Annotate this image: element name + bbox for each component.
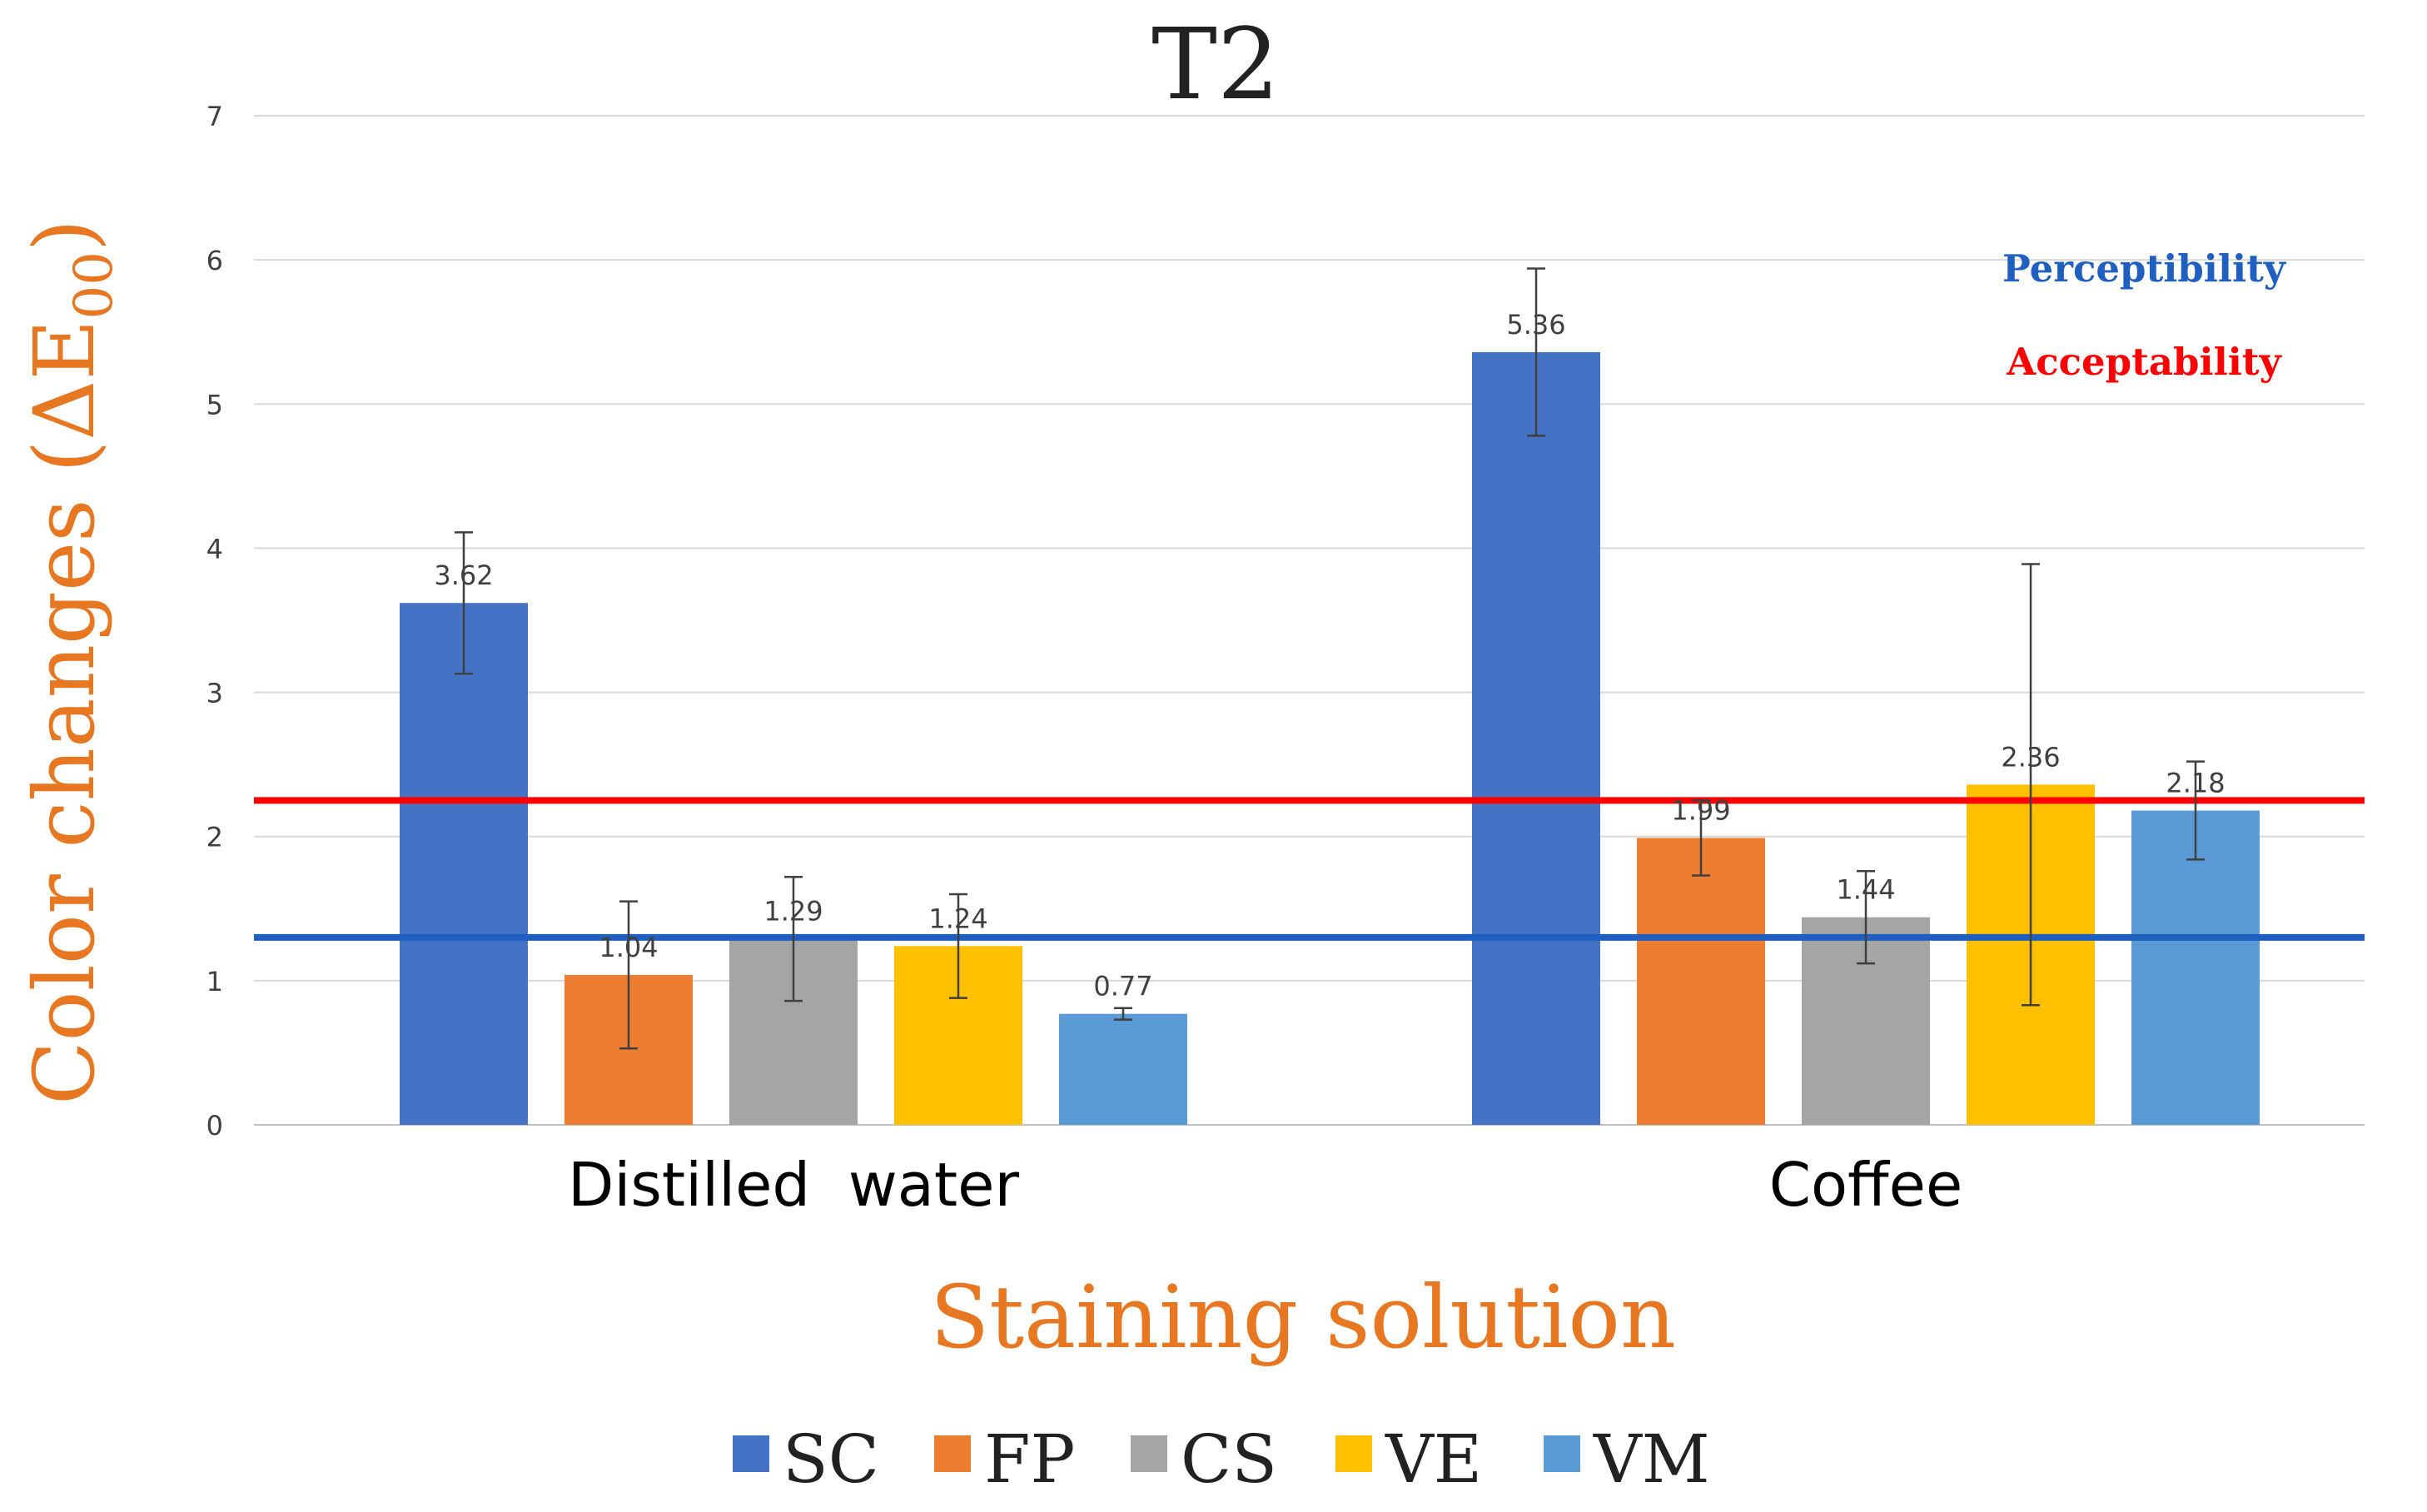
legend-swatch-fp <box>934 1435 971 1472</box>
data-label-cs-1: 1.44 <box>1836 874 1895 906</box>
perceptibility-label: Perceptibility <box>2002 246 2287 291</box>
legend-label-fp: FP <box>984 1420 1075 1498</box>
bar-sc-1 <box>1472 351 1600 1125</box>
legend-swatch-vm <box>1544 1435 1580 1472</box>
y-axis-title-close: ) <box>16 219 113 251</box>
category-label-0: Distilled water <box>568 1150 1020 1220</box>
data-label-sc-1: 5.36 <box>1506 309 1565 341</box>
legend-swatch-cs <box>1131 1435 1167 1472</box>
y-axis-title-subscript: 00 <box>63 251 125 319</box>
y-axis-ticks: 0 1 2 3 4 5 6 7 <box>206 101 223 1141</box>
y-tick-label-1: 1 <box>206 966 223 997</box>
acceptability-label: Acceptability <box>2006 340 2282 384</box>
bars <box>400 351 2260 1125</box>
legend-label-cs: CS <box>1181 1420 1277 1498</box>
chart-title: T2 <box>1151 7 1280 122</box>
y-tick-label-0: 0 <box>206 1110 223 1141</box>
bar-fp-1 <box>1637 838 1765 1125</box>
bar-vm-1 <box>2131 810 2260 1125</box>
legend-label-ve: VE <box>1385 1420 1482 1498</box>
data-label-ve-1: 2.36 <box>2001 741 2060 773</box>
error-bars <box>455 267 2205 1050</box>
data-label-sc-0: 3.62 <box>434 560 493 591</box>
data-label-ve-0: 1.24 <box>928 903 987 934</box>
category-label-1: Coffee <box>1769 1150 1963 1220</box>
x-axis-title: Staining solution <box>930 1266 1676 1368</box>
y-tick-label-3: 3 <box>206 678 223 709</box>
data-label-cs-0: 1.29 <box>763 896 823 928</box>
legend-label-vm: VM <box>1593 1420 1710 1498</box>
y-tick-label-6: 6 <box>206 245 223 276</box>
data-label-vm-1: 2.18 <box>2166 768 2225 799</box>
y-axis-title: Color changes (ΔE00) <box>16 219 125 1105</box>
y-tick-label-2: 2 <box>206 822 223 853</box>
y-tick-label-7: 7 <box>206 101 223 132</box>
bar-sc-0 <box>400 603 528 1125</box>
y-tick-label-4: 4 <box>206 533 223 565</box>
legend: SC FP CS VE VM <box>733 1420 1710 1498</box>
y-axis-title-main: Color changes (ΔE <box>16 319 113 1104</box>
reference-lines: Perceptibility Acceptability <box>254 246 2365 941</box>
legend-swatch-sc <box>733 1435 769 1472</box>
x-axis-categories: Distilled water Coffee <box>568 1150 1962 1220</box>
data-label-fp-0: 1.04 <box>599 932 658 963</box>
legend-swatch-ve <box>1335 1435 1372 1472</box>
legend-label-sc: SC <box>783 1420 879 1498</box>
data-label-fp-1: 1.99 <box>1671 794 1730 826</box>
y-tick-label-5: 5 <box>206 389 223 420</box>
bar-vm-0 <box>1059 1013 1187 1125</box>
data-labels: 3.62 1.04 1.29 1.24 0.77 5.36 1.99 1.44 2.36 2.18 <box>434 309 2225 1002</box>
data-label-vm-0: 0.77 <box>1093 971 1152 1002</box>
